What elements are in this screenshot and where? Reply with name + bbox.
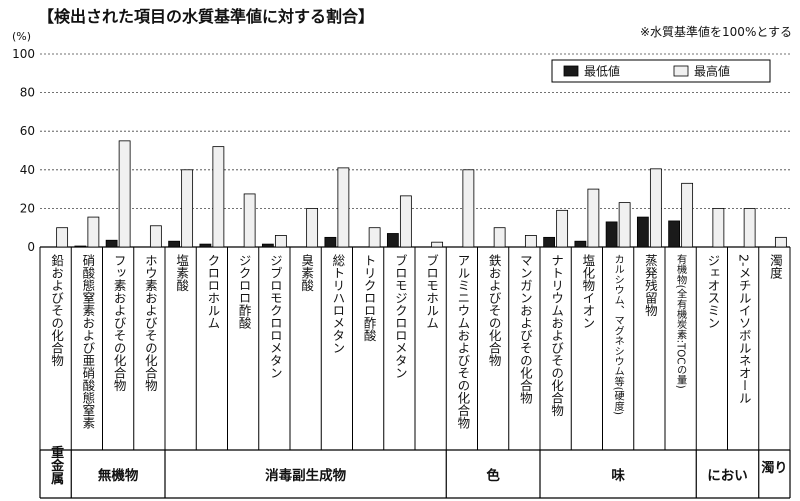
bar-max <box>618 202 631 248</box>
category-groups: 重金属無機物 消毒副生成物 色 味 におい 濁り <box>39 445 791 499</box>
group-label: 無機物 <box>98 467 139 484</box>
y-tick-label: 100 <box>12 47 35 61</box>
bar-max <box>649 168 662 248</box>
y-tick-label: 60 <box>20 124 35 138</box>
category-labels: 鉛およびその化合物 硝酸態窒素および亜硝酸態窒素 フッ素およびその化合物 ホウ素および… <box>39 247 791 450</box>
category-label: カルシウム、マグネシウム等(硬度) <box>612 254 624 415</box>
legend-swatch <box>673 65 689 77</box>
bar-min <box>543 236 556 248</box>
category-label: 塩素酸 <box>174 253 189 292</box>
bar-max <box>493 227 506 248</box>
bar-min <box>668 220 681 248</box>
bar-max <box>556 209 569 248</box>
gridlines <box>40 53 790 248</box>
bar-min <box>105 239 118 248</box>
category-label: 塩化物イオン <box>580 253 595 329</box>
bar-min <box>605 221 618 248</box>
legend-swatch <box>563 65 579 77</box>
category-label: 有機物(全有機炭素:TOCの量) <box>675 253 687 389</box>
category-label: 臭素酸 <box>299 253 314 292</box>
bar-min <box>386 233 399 248</box>
legend-box <box>551 59 771 83</box>
y-axis-ticks: 0 20 40 60 80 100 <box>12 47 35 254</box>
y-tick-label: 40 <box>20 163 35 177</box>
category-label: 蒸発残留物 <box>643 254 658 317</box>
y-axis-unit: (%) <box>12 30 31 43</box>
category-label: 硝酸態窒素および亜硝酸態窒素 <box>80 254 95 429</box>
bar-max <box>462 169 475 248</box>
category-label: ホウ素およびその化合物 <box>143 254 158 392</box>
y-tick-label: 20 <box>20 201 35 215</box>
bar-max <box>149 225 162 248</box>
bar-min <box>168 240 181 248</box>
group-label: 重金属 <box>48 445 65 486</box>
bar-max <box>681 182 694 248</box>
category-label: 濁度 <box>768 254 783 279</box>
bar-max <box>337 167 350 248</box>
bar-min <box>574 240 587 248</box>
category-label: ジブロモクロロメタン <box>268 254 283 379</box>
bar-max <box>774 236 787 248</box>
bar-min <box>261 243 274 248</box>
bar-max <box>431 241 444 248</box>
category-label: フッ素およびその化合物 <box>112 254 127 392</box>
group-label: 濁り <box>761 460 787 476</box>
group-label: におい <box>707 468 748 484</box>
bar-max <box>181 169 194 248</box>
bar-max <box>212 146 225 248</box>
bar-max <box>274 235 287 248</box>
category-label: ブロモジクロロメタン <box>393 253 408 379</box>
chart-title: 【検出された項目の水質基準値に対する割合】 <box>38 7 374 26</box>
legend: 最低値 最高値 <box>551 59 771 83</box>
bar-max <box>56 227 69 248</box>
y-tick-label: 0 <box>27 240 35 254</box>
bar-max <box>587 188 600 248</box>
bar-min <box>74 245 87 248</box>
group-label: 味 <box>611 468 625 484</box>
category-label: トリクロロ酢酸 <box>362 254 377 342</box>
group-label: 色 <box>486 467 500 484</box>
bar-max <box>87 216 100 248</box>
bar-min <box>199 243 212 248</box>
category-label: アルミニウムおよびその化合物 <box>455 254 470 430</box>
category-label: 鉄およびその化合物 <box>487 253 502 367</box>
bars <box>56 140 787 248</box>
bar-max <box>368 227 381 248</box>
y-tick-label: 80 <box>20 86 35 100</box>
bar-max <box>712 207 725 248</box>
category-label: ジクロロ酢酸 <box>237 254 252 329</box>
category-label: 2-メチルイソボルネオール <box>737 254 752 404</box>
category-label: マンガンおよびその化合物 <box>518 254 533 405</box>
bar-max <box>243 193 256 248</box>
category-label: ナトリウムおよびその化合物 <box>549 254 564 417</box>
bar-max <box>118 140 131 248</box>
legend-label: 最高値 <box>694 64 730 79</box>
bar-max <box>524 235 537 248</box>
group-label: 消毒副生成物 <box>265 467 346 484</box>
category-label: ブロモホルム <box>424 253 439 329</box>
category-label: クロロホルム <box>205 254 220 329</box>
bar-max <box>743 207 756 248</box>
category-label: 総トリハロメタン <box>330 254 345 354</box>
bar-min <box>636 216 649 248</box>
category-label: ジェオスミン <box>705 254 720 329</box>
bar-max <box>306 207 319 248</box>
bar-max <box>399 195 412 248</box>
category-label: 鉛およびその化合物 <box>49 254 64 367</box>
legend-label: 最低値 <box>584 64 620 79</box>
chart-note: ※水質基準値を100%とする <box>640 24 792 39</box>
bar-min <box>324 236 337 248</box>
